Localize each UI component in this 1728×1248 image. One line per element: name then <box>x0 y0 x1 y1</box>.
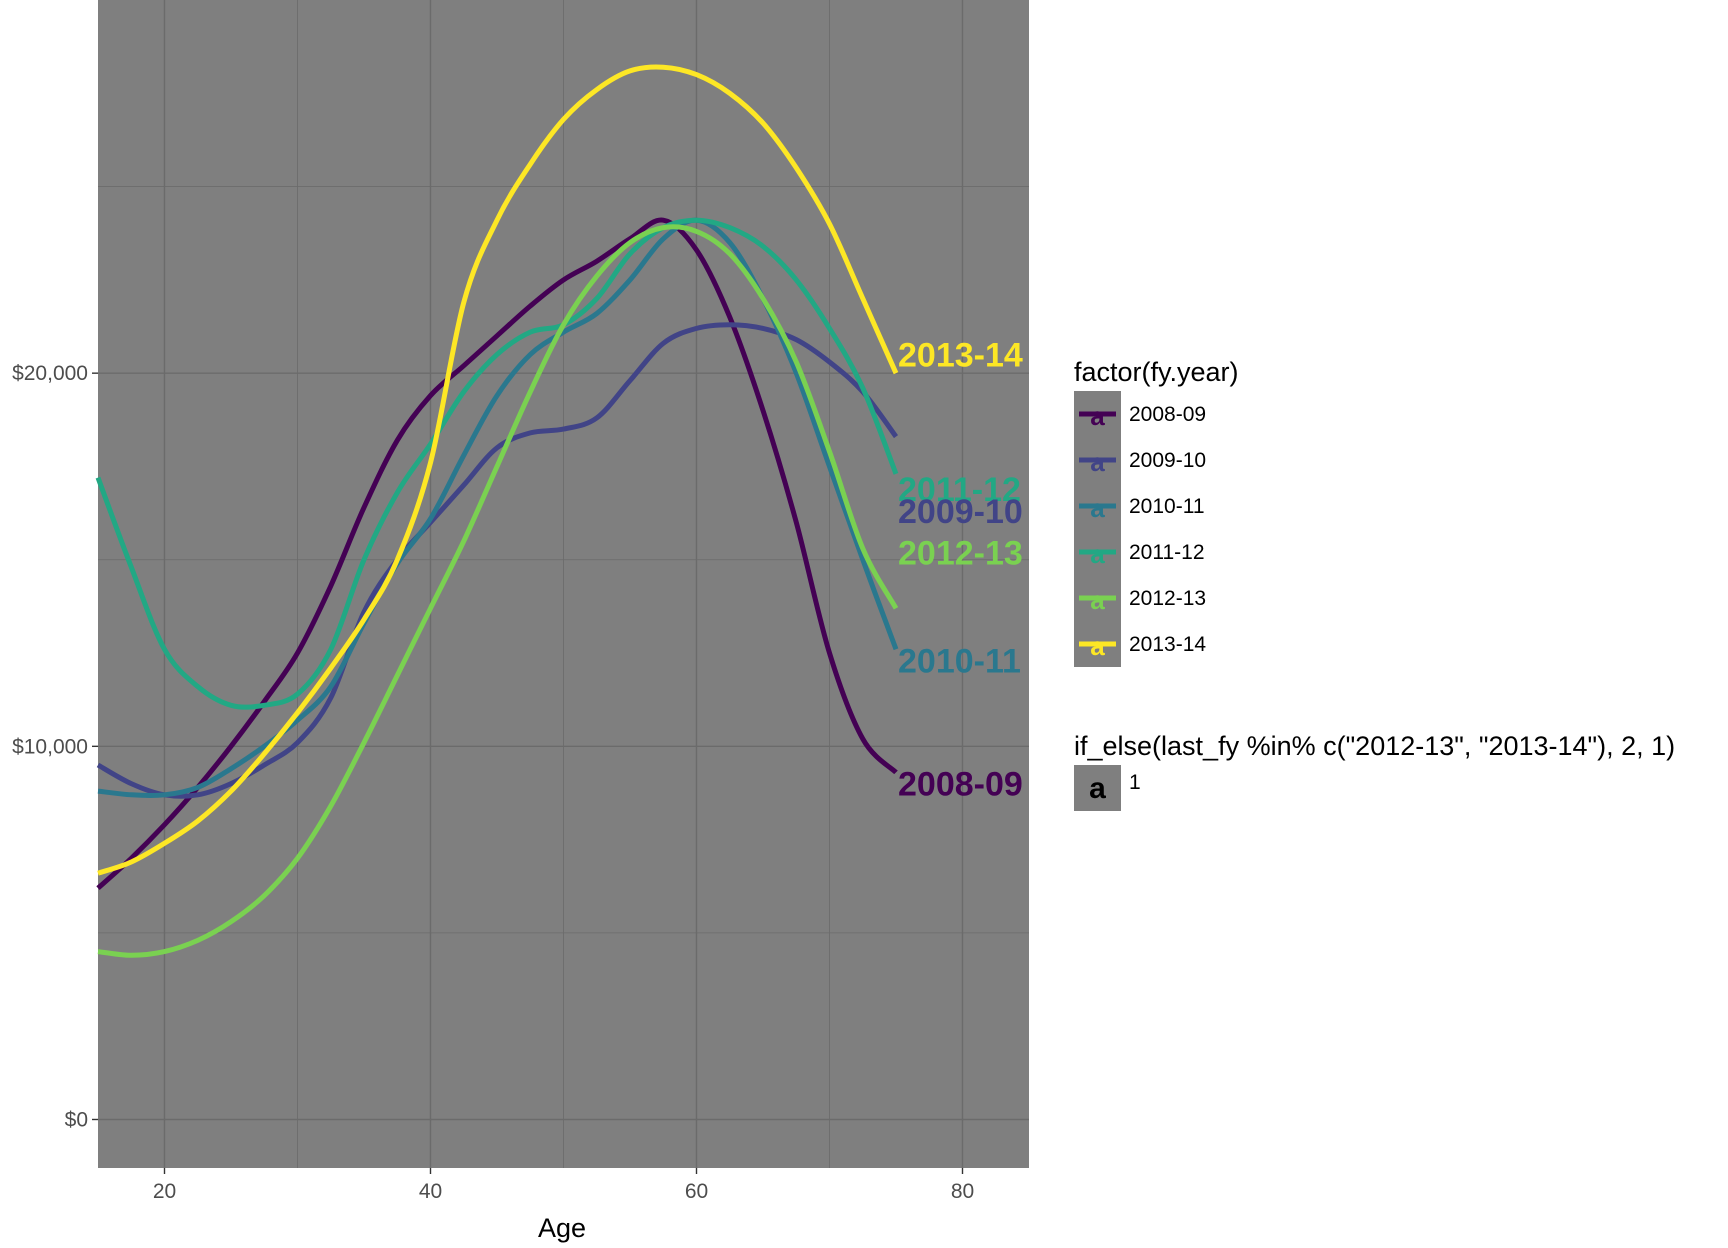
end-label-2011-12: 2011-12 <box>898 471 1021 509</box>
series-line-2011-12 <box>95 217 899 710</box>
legend2-key <box>1074 765 1121 811</box>
legend2-key-glyph: a <box>1089 772 1106 805</box>
legend-entry-2011-12: a2011-12 <box>1074 529 1205 575</box>
end-label-2012-13: 2012-13 <box>898 534 1023 572</box>
y-axis: $0 $10,000 $20,000 <box>12 362 98 1131</box>
legend: factor(fy.year)a2008-09a2009-10a2010-11a… <box>1074 357 1675 811</box>
legend-entry-2010-11: a2010-11 <box>1074 483 1205 529</box>
series-line-2012-13 <box>97 224 899 958</box>
x-tick-label: 40 <box>419 1180 442 1203</box>
legend-label: 2012-13 <box>1129 587 1206 610</box>
end-label-2013-14: 2013-14 <box>898 337 1023 375</box>
legend-title: factor(fy.year) <box>1074 357 1239 387</box>
y-tick-label: $0 <box>65 1108 88 1131</box>
end-label-2009-10: 2009-10 <box>898 493 1023 531</box>
legend-entry-2013-14: a2013-14 <box>1074 621 1206 667</box>
y-tick-label: $20,000 <box>12 362 88 385</box>
series-line-2010-11 <box>97 217 899 799</box>
x-axis: 20 40 60 80 <box>153 1168 974 1203</box>
end-label-2008-09: 2008-09 <box>898 766 1023 804</box>
series-line-2008-09 <box>96 217 898 890</box>
legend-entry-2012-13: a2012-13 <box>1074 575 1206 621</box>
legend-label: 2008-09 <box>1129 403 1206 426</box>
x-tick-label: 80 <box>951 1180 974 1203</box>
y-tick-label: $10,000 <box>12 735 88 758</box>
legend-label: 2009-10 <box>1129 449 1206 472</box>
end-label-2010-11: 2010-11 <box>898 642 1021 680</box>
x-tick-label: 20 <box>153 1180 176 1203</box>
legend-label: 2010-11 <box>1129 495 1205 518</box>
legend-entry-2009-10: a2009-10 <box>1074 437 1206 483</box>
series-line-2009-10 <box>96 322 899 799</box>
series-line-2013-14 <box>97 64 899 876</box>
x-axis-title: Age <box>538 1213 586 1243</box>
legend2-title: if_else(last_fy %in% c("2012-13", "2013-… <box>1074 731 1675 761</box>
grid-lines <box>98 0 1029 1168</box>
x-tick-label: 60 <box>685 1180 708 1203</box>
legend-label: 2013-14 <box>1129 633 1206 656</box>
legend-label: 2011-12 <box>1129 541 1205 564</box>
series-lines <box>95 64 899 958</box>
legend-entry-2008-09: a2008-09 <box>1074 391 1206 437</box>
legend2-label: 1 <box>1129 771 1141 794</box>
